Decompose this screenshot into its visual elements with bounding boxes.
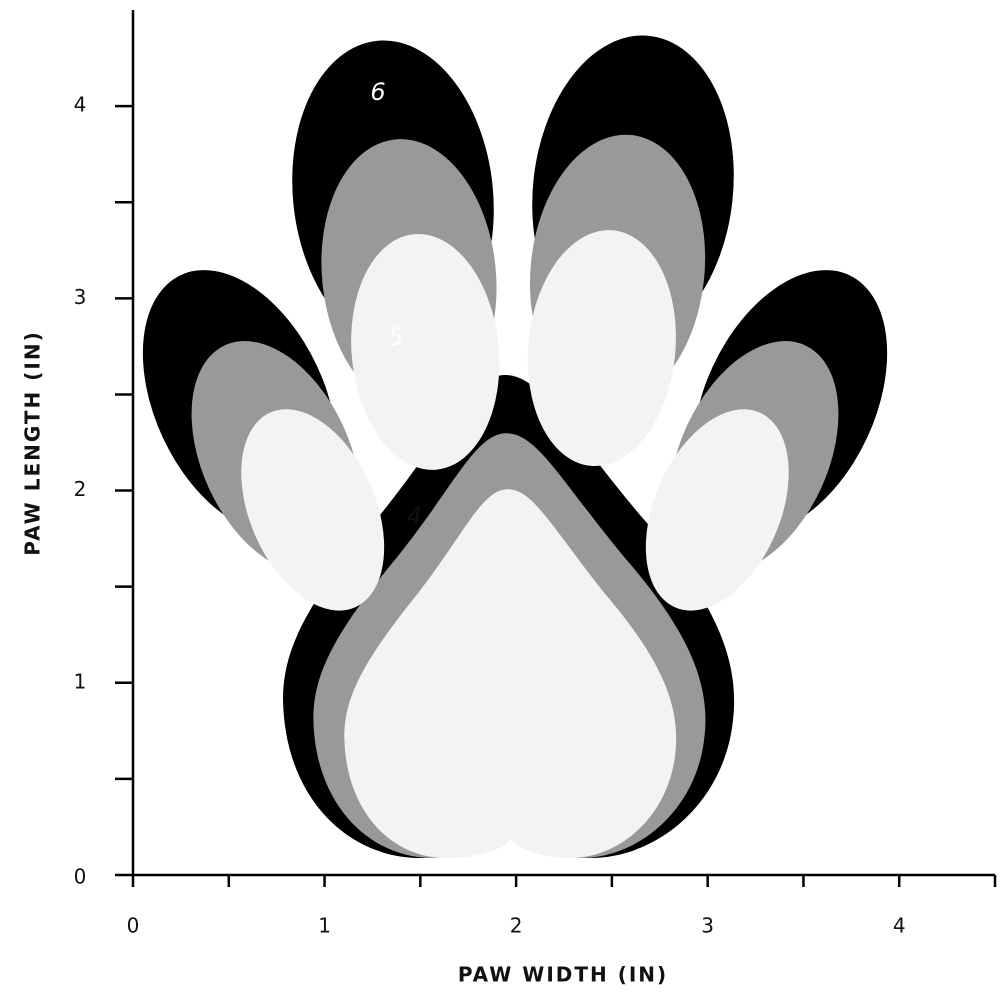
y-tick-label: 0 [74,865,87,889]
size-label: 4 [407,503,422,531]
x-axis-title: PAW WIDTH (IN) [458,963,668,987]
paw [241,230,789,858]
heel-pad [344,489,677,858]
toe-pad [351,233,500,470]
x-tick-label: 2 [510,914,523,938]
x-tick-label: 1 [318,914,331,938]
y-tick-label: 1 [74,669,87,693]
toe-pad [527,230,676,467]
size-label: 5 [388,323,403,351]
x-tick-label: 3 [701,914,714,938]
x-tick-label: 4 [893,914,906,938]
y-axis-title: PAW LENGTH (IN) [21,330,45,555]
size-label: 6 [370,78,385,106]
toe-pad [645,409,789,611]
y-tick-label: 4 [74,93,87,117]
y-tick-label: 2 [74,477,87,501]
toe-pad [241,409,385,611]
y-tick-label: 3 [74,285,87,309]
x-tick-label: 0 [127,914,140,938]
